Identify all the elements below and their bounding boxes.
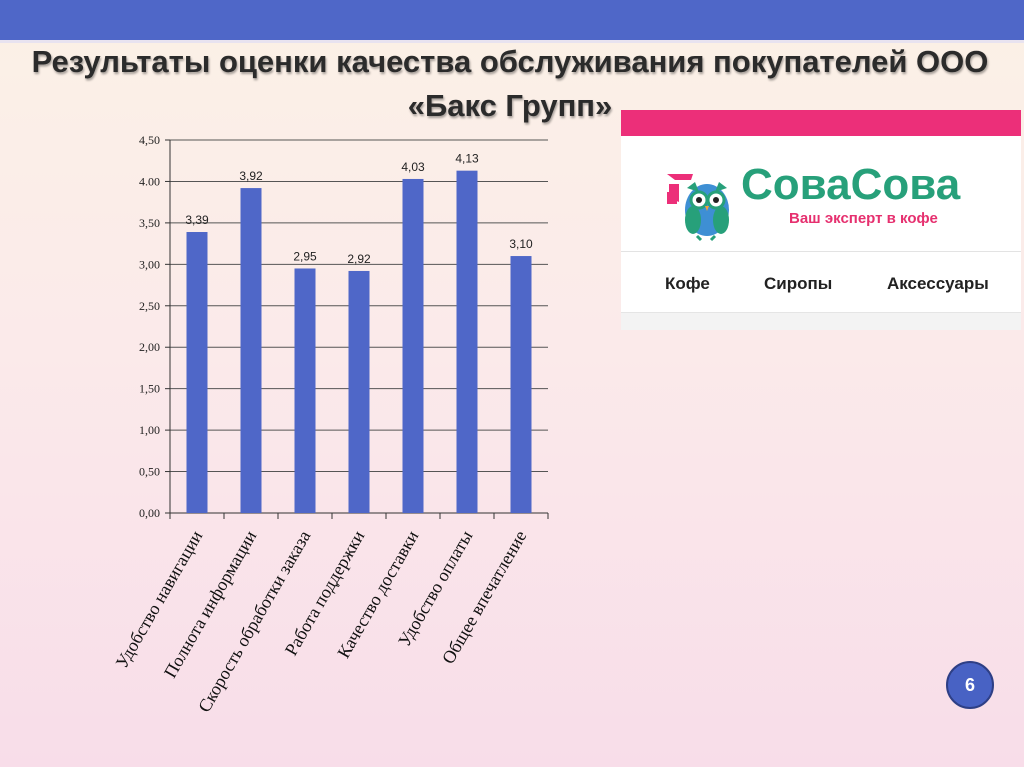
slide-title-line-2: «Бакс Групп» (407, 88, 613, 123)
nav-item-coffee[interactable]: Кофе (665, 274, 710, 293)
data-label: 2,95 (293, 249, 317, 263)
data-label: 3,39 (185, 213, 209, 227)
y-tick-label: 3,00 (139, 257, 160, 271)
brand-logo-card: СоваСова Ваш эксперт в кофе Кофе Сиропы … (621, 110, 1021, 330)
nav-bottom-strip (621, 312, 1021, 330)
data-label: 2,92 (347, 252, 371, 266)
bar (348, 270, 370, 513)
logo-divider (621, 251, 1021, 252)
owl-icon (667, 174, 729, 242)
data-label: 4,03 (401, 160, 425, 174)
bar-chart-svg: 0,00 0,50 1,00 1,50 2,00 2,50 3,00 3,50 4.00 4,50… (111, 133, 549, 716)
data-label: 4,13 (455, 152, 479, 166)
y-tick-label: 0,00 (139, 506, 160, 520)
y-tick-label: 2,00 (139, 340, 160, 354)
y-tick-label: 4.00 (139, 174, 160, 188)
y-tick-label: 1,00 (139, 423, 160, 437)
nav-item-syrups[interactable]: Сиропы (764, 274, 833, 293)
data-label: 3,10 (509, 237, 533, 251)
bar (294, 268, 316, 513)
brand-tagline: Ваш эксперт в кофе (789, 210, 938, 227)
brand-name: СоваСова (741, 160, 961, 209)
y-tick-label: 2,50 (139, 299, 160, 313)
data-label: 3,92 (239, 169, 263, 183)
bar (186, 232, 208, 514)
y-tick-label: 1,50 (139, 382, 160, 396)
logo-pink-bar (621, 110, 1021, 136)
bar (456, 170, 478, 513)
y-tick-label: 0,50 (139, 465, 160, 479)
bar (510, 256, 532, 513)
nav-item-accessories[interactable]: Аксессуары (887, 274, 989, 293)
page-number-badge: 6 (946, 661, 994, 709)
bar (402, 178, 424, 514)
y-tick-label: 3,50 (139, 216, 160, 230)
y-tick-label: 4,50 (139, 133, 160, 147)
slide-title-line-1: Результаты оценки качества обслуживания … (31, 44, 989, 79)
slide-title: Результаты оценки качества обслуживания … (30, 40, 990, 128)
bar (240, 188, 262, 513)
top-banner (0, 0, 1024, 43)
